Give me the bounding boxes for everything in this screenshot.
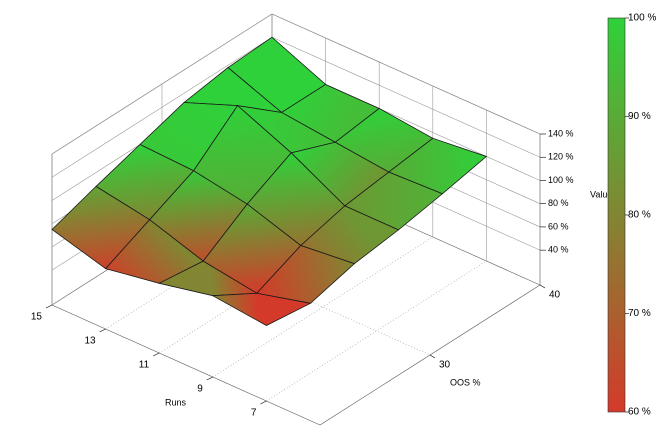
surface-cell xyxy=(211,292,312,326)
grid-line xyxy=(271,36,541,158)
y-tick xyxy=(45,304,53,309)
grid-line xyxy=(271,13,541,135)
x-tick xyxy=(539,284,546,289)
y-tick xyxy=(99,328,106,333)
colorbar-tick-label: 100 % xyxy=(628,13,656,24)
box-edge xyxy=(51,304,321,426)
y-tick-label: 13 xyxy=(84,336,96,347)
y-axis-label: Runs xyxy=(165,397,187,407)
x-tick-label: 40 xyxy=(549,290,561,301)
y-tick xyxy=(153,352,160,357)
x-axis-label: OOS % xyxy=(450,377,481,387)
x-tick-label: 30 xyxy=(439,360,451,371)
colorbar-tick-label: 90 % xyxy=(628,111,651,122)
y-tick-label: 7 xyxy=(251,408,257,419)
y-tick-label: 11 xyxy=(139,360,150,371)
y-tick xyxy=(206,376,213,381)
colorbar-tick-label: 80 % xyxy=(628,210,651,221)
y-tick-label: 9 xyxy=(197,384,203,395)
x-tick xyxy=(429,354,436,359)
colorbar-tick-label: 60 % xyxy=(628,407,651,418)
z-tick-label: 100 % xyxy=(548,175,574,185)
z-tick-label: 140 % xyxy=(548,128,574,138)
colorbar-tick-label: 70 % xyxy=(628,308,651,319)
y-tick xyxy=(260,400,267,405)
z-tick-label: 40 % xyxy=(548,245,569,255)
y-tick-label: 15 xyxy=(31,312,43,323)
z-tick-label: 80 % xyxy=(548,198,569,208)
z-axis-label: Value xyxy=(590,189,612,199)
z-tick-label: 120 % xyxy=(548,152,574,162)
colorbar xyxy=(607,17,626,413)
z-tick-label: 60 % xyxy=(548,221,569,231)
